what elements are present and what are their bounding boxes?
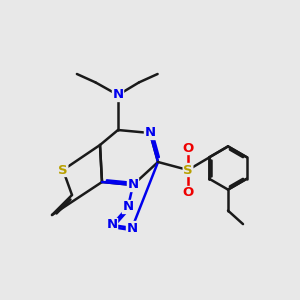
Text: S: S <box>58 164 68 176</box>
Text: N: N <box>128 178 139 191</box>
Text: S: S <box>183 164 193 176</box>
Text: N: N <box>144 127 156 140</box>
Text: O: O <box>182 187 194 200</box>
Text: N: N <box>126 221 138 235</box>
Text: N: N <box>112 88 124 101</box>
Text: N: N <box>106 218 118 232</box>
Text: O: O <box>182 142 194 154</box>
Text: N: N <box>122 200 134 214</box>
